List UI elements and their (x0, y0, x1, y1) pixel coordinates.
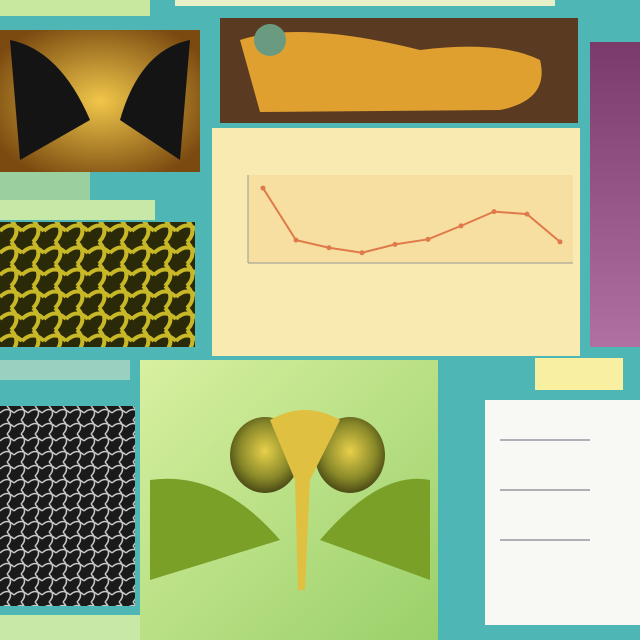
illustration-detail (270, 410, 340, 590)
note (535, 358, 623, 390)
strip (0, 0, 150, 16)
caption-box (0, 615, 150, 640)
plot-area (248, 175, 573, 263)
photo (590, 42, 640, 347)
data-point (392, 241, 398, 247)
data-point (293, 237, 299, 243)
illustration-detail (315, 417, 385, 493)
photo (0, 222, 195, 347)
plot (247, 175, 573, 264)
photo-detail (240, 32, 542, 112)
photo (0, 406, 135, 606)
data-point (524, 211, 530, 217)
caption-box (0, 200, 155, 220)
caption-box (0, 172, 90, 200)
illustration-detail (150, 478, 430, 580)
data-point (491, 209, 497, 215)
data-line (262, 187, 561, 254)
data-point (260, 185, 266, 191)
document-lines (500, 439, 590, 541)
strip (175, 0, 555, 6)
data-point (458, 223, 464, 229)
document (485, 400, 640, 625)
data-point (326, 245, 332, 251)
photo-detail (10, 40, 190, 160)
data-point (557, 239, 563, 245)
data-point (359, 250, 365, 256)
data-point (425, 236, 431, 242)
caption-box (0, 360, 130, 380)
photo-detail (254, 24, 286, 56)
